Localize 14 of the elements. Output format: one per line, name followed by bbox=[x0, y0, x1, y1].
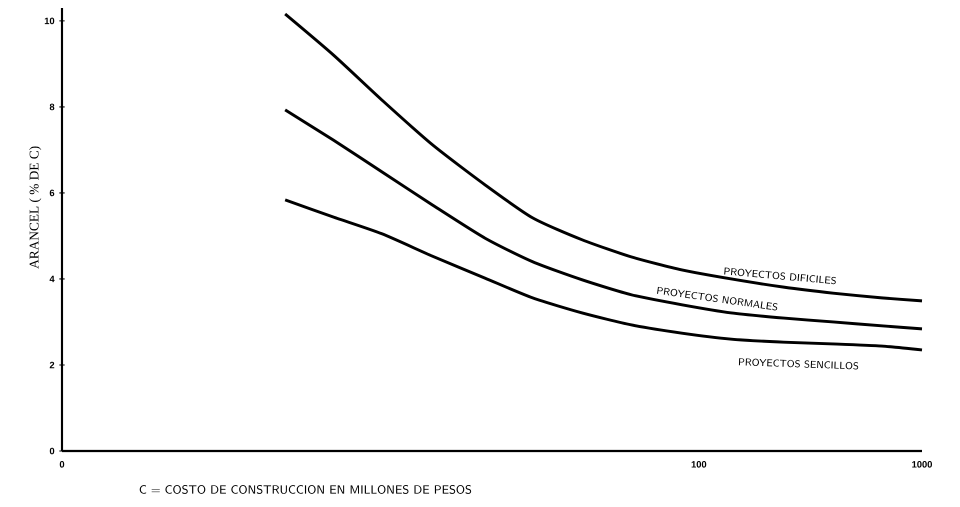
x-tick-label: 0 bbox=[60, 461, 64, 468]
y-axis-title: ARANCEL ( % DE C) bbox=[29, 146, 42, 269]
y-tick-label: 4 bbox=[50, 276, 55, 282]
x-axis-title: C = COSTO DE CONSTRUCCION EN MILLONES DE PESOS bbox=[140, 485, 472, 494]
series-label: PROYECTOS DIFICILES bbox=[724, 268, 836, 284]
series-label: PROYECTOS SENCILLOS bbox=[738, 358, 858, 370]
text: PROYECTOS NORMALES bbox=[657, 286, 778, 310]
y-tick-label: 0 bbox=[50, 448, 54, 454]
y-tick-label: 6 bbox=[50, 190, 54, 196]
x-tick-label: 1000 bbox=[912, 461, 932, 468]
y-tick-label: 10 bbox=[44, 18, 54, 24]
y-tick-label: 8 bbox=[50, 104, 54, 110]
y-tick-label: 2 bbox=[50, 362, 54, 368]
x-tick-label: 100 bbox=[692, 461, 706, 468]
